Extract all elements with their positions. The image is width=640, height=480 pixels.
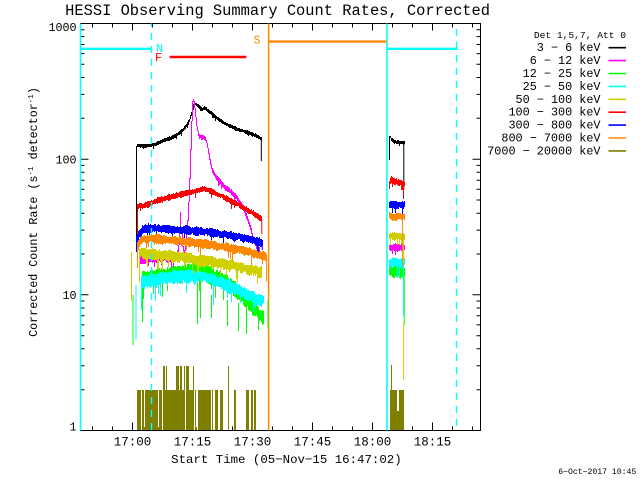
svg-text:Corrected Count Rate (s-1 dete: Corrected Count Rate (s-1 detector-1)	[27, 87, 41, 337]
svg-text:S: S	[253, 34, 260, 48]
svg-text:100: 100	[55, 153, 76, 167]
svg-text:17:45: 17:45	[294, 436, 332, 450]
svg-text:18:00: 18:00	[354, 436, 392, 450]
svg-text:17:15: 17:15	[174, 436, 212, 450]
svg-text:1000: 1000	[48, 21, 76, 35]
svg-text:17:30: 17:30	[234, 436, 272, 450]
svg-text:300 − 800 keV: 300 − 800 keV	[508, 119, 601, 133]
svg-text:3 − 6 keV: 3 − 6 keV	[537, 41, 602, 55]
svg-text:25 − 50 keV: 25 − 50 keV	[523, 80, 602, 94]
svg-text:18:15: 18:15	[414, 436, 452, 450]
svg-text:12 − 25 keV: 12 − 25 keV	[523, 67, 602, 81]
svg-text:6 − 12 keV: 6 − 12 keV	[530, 54, 602, 68]
svg-text:F: F	[155, 51, 162, 65]
svg-text:7000 − 20000 keV: 7000 − 20000 keV	[487, 144, 601, 158]
svg-text:Det 1,5,7, Att 0: Det 1,5,7, Att 0	[534, 30, 626, 41]
svg-text:10: 10	[62, 289, 76, 303]
svg-text:6−Oct−2017 10:45: 6−Oct−2017 10:45	[558, 468, 636, 477]
svg-text:17:00: 17:00	[114, 436, 152, 450]
svg-text:Start Time (05−Nov−15 16:47:02: Start Time (05−Nov−15 16:47:02)	[171, 453, 402, 467]
svg-text:100 − 300 keV: 100 − 300 keV	[508, 106, 601, 120]
svg-text:HESSI Observing Summary Count: HESSI Observing Summary Count Rates, Cor…	[65, 2, 490, 20]
svg-text:50 − 100 keV: 50 − 100 keV	[516, 93, 602, 107]
svg-text:800 − 7000 keV: 800 − 7000 keV	[501, 132, 601, 146]
svg-text:N: N	[156, 42, 163, 56]
svg-text:1: 1	[69, 420, 76, 434]
